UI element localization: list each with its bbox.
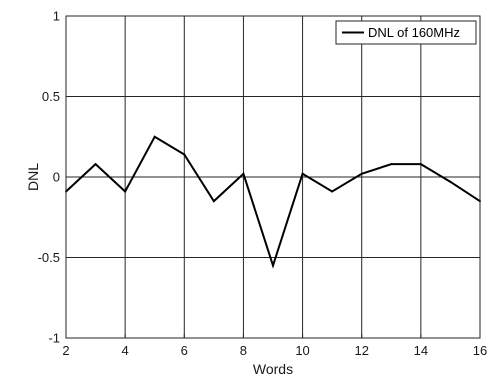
x-tick-label: 6 [181,343,188,358]
data-point [419,163,422,166]
data-point [449,180,452,183]
x-tick-label: 4 [122,343,129,358]
data-point [124,190,127,193]
y-tick-label: -0.5 [38,250,60,265]
y-tick-label: -1 [48,331,60,346]
data-point [331,190,334,193]
x-axis-label: Words [253,361,293,377]
x-tick-labels: 2 4 6 8 10 12 14 16 [62,343,487,358]
data-point [390,163,393,166]
data-point [94,163,97,166]
y-tick-label: 1 [53,9,60,24]
legend-label-dnl-160mhz: DNL of 160MHz [368,25,460,40]
legend: DNL of 160MHz [335,20,477,45]
data-point [153,135,156,138]
x-tick-label: 10 [295,343,309,358]
y-tick-labels: 1 0.5 0 -0.5 -1 [38,9,60,346]
x-tick-label: 8 [240,343,247,358]
x-tick-label: 12 [354,343,368,358]
y-tick-label: 0 [53,170,60,185]
data-point [183,153,186,156]
x-tick-label: 14 [414,343,428,358]
y-axis-label: DNL [25,163,41,191]
data-point [242,172,245,175]
data-point [360,172,363,175]
plot-frame [65,15,481,339]
data-point [272,264,274,267]
x-tick-label: 2 [62,343,69,358]
y-tick-label: 0.5 [42,89,60,104]
data-point [212,200,215,203]
legend-box [335,20,477,45]
data-point [301,172,304,175]
x-tick-label: 16 [473,343,487,358]
